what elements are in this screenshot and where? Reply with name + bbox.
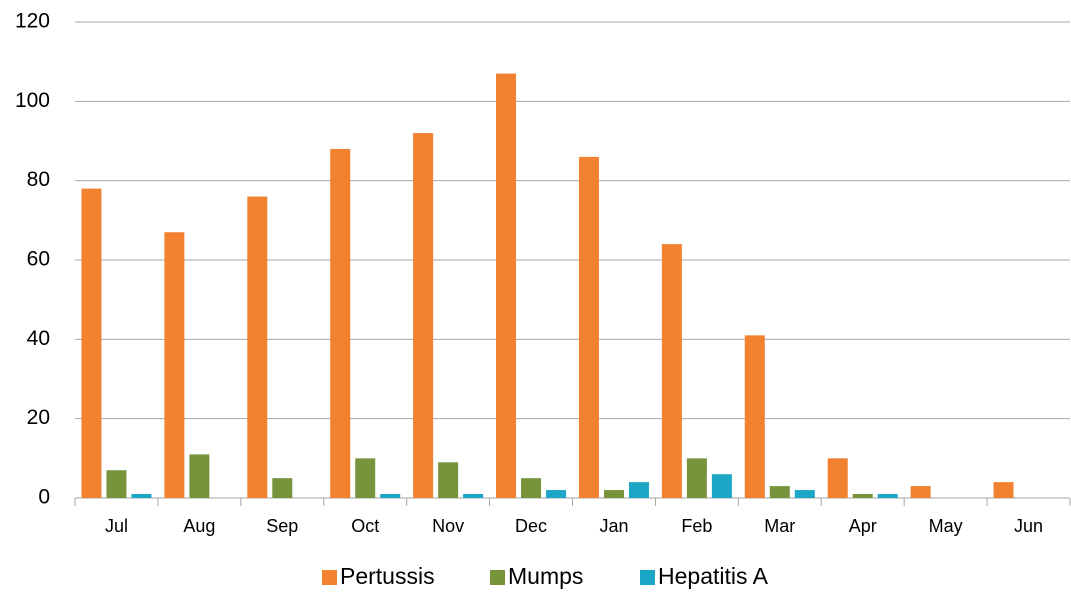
x-tick-label: Jan — [599, 516, 628, 536]
bar — [686, 458, 707, 498]
y-tick-label: 100 — [15, 89, 50, 112]
bar — [877, 494, 898, 498]
x-tick-label: Feb — [681, 516, 712, 536]
bar — [993, 482, 1014, 498]
bar — [521, 478, 542, 498]
y-tick-label: 40 — [27, 327, 50, 350]
bar — [189, 454, 210, 498]
bar — [769, 486, 790, 498]
y-tick-label: 80 — [27, 168, 50, 191]
bar — [330, 148, 351, 498]
bar — [355, 458, 376, 498]
x-tick-label: Oct — [351, 516, 379, 536]
legend-label: Pertussis — [340, 563, 435, 589]
x-tick-label: Apr — [849, 516, 877, 536]
y-tick-label: 20 — [27, 406, 50, 429]
bar — [628, 482, 649, 498]
bar — [711, 474, 732, 498]
bar — [380, 494, 401, 498]
legend-label: Mumps — [508, 563, 583, 589]
bar — [106, 470, 127, 498]
bar — [744, 335, 765, 498]
legend-swatch — [322, 570, 337, 585]
bar — [438, 462, 459, 498]
bar — [131, 494, 152, 498]
bar — [852, 494, 873, 498]
legend-label: Hepatitis A — [658, 563, 769, 589]
x-tick-label: May — [929, 516, 963, 536]
bar — [603, 490, 624, 498]
bar — [910, 486, 931, 498]
bar — [661, 244, 682, 498]
x-tick-label: Jun — [1014, 516, 1043, 536]
x-tick-label: Dec — [515, 516, 547, 536]
x-tick-label: Jul — [105, 516, 128, 536]
y-tick-label: 60 — [27, 248, 50, 271]
bar — [272, 478, 293, 498]
bar — [496, 73, 517, 499]
x-tick-label: Nov — [432, 516, 464, 536]
bar — [81, 188, 102, 498]
bar — [794, 490, 815, 498]
bar — [413, 133, 434, 499]
bar — [164, 232, 185, 498]
bar — [827, 458, 848, 498]
x-tick-label: Mar — [764, 516, 795, 536]
x-tick-label: Sep — [266, 516, 298, 536]
bar — [247, 196, 268, 499]
bar — [463, 494, 484, 498]
y-tick-label: 120 — [15, 10, 50, 33]
legend-swatch — [490, 570, 505, 585]
bar — [578, 156, 599, 498]
x-tick-label: Aug — [183, 516, 215, 536]
legend-swatch — [640, 570, 655, 585]
y-tick-label: 0 — [38, 486, 50, 509]
bar — [546, 490, 567, 498]
